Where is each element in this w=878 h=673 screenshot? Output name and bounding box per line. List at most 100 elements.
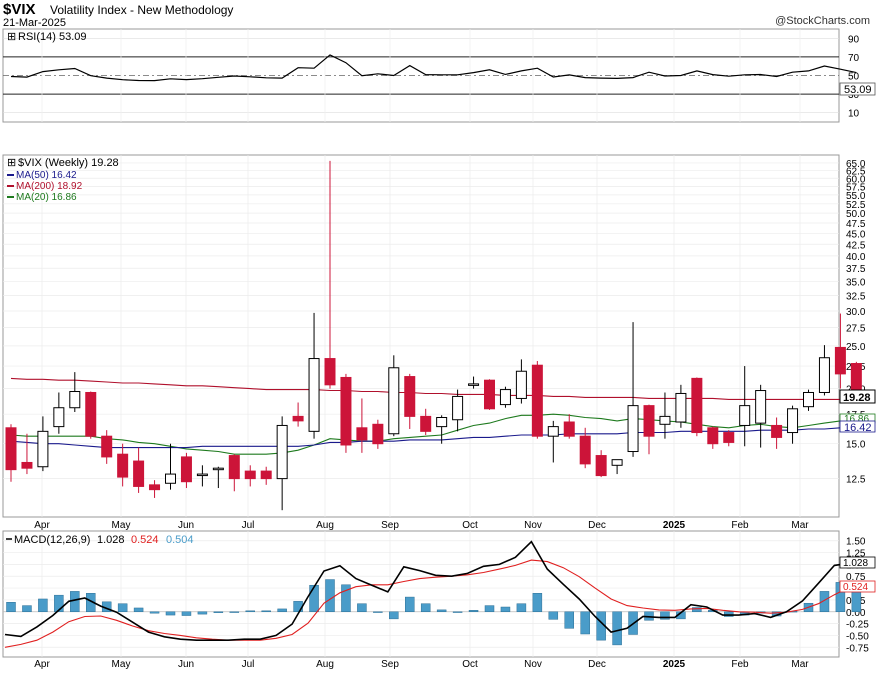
month-label: May — [112, 520, 131, 531]
ma20-legend: MA(20) 16.86 — [16, 192, 77, 203]
candle — [452, 389, 464, 432]
macd-hist-bar — [6, 602, 16, 613]
month-label: Apr — [34, 520, 50, 531]
stockcharts-credit: @StockCharts.com — [775, 15, 870, 27]
candle — [787, 405, 799, 444]
candle — [499, 386, 511, 408]
month-label: Dec — [588, 520, 606, 531]
rsi-current-value: 53.09 — [844, 84, 872, 96]
candle — [579, 427, 591, 469]
candle — [723, 430, 735, 447]
price-tick-label: 65.0 — [846, 159, 866, 170]
candle-body-up — [675, 392, 687, 423]
rsi-label: ⊞ RSI(14) 53.09 — [7, 31, 86, 43]
macd-hist-bar — [468, 610, 479, 613]
index-name: Volatility Index - New Methodology — [50, 3, 234, 17]
month-label: Feb — [731, 659, 749, 670]
month-label: Apr — [34, 659, 50, 670]
month-label: Jun — [178, 659, 194, 670]
macd-hist-bar — [181, 611, 192, 616]
candle — [5, 424, 17, 482]
macd-hist-bar — [293, 601, 303, 613]
candle-body-down — [85, 391, 97, 437]
candle — [563, 414, 575, 439]
candle-body-up — [452, 395, 464, 421]
macd-hist-bar — [724, 611, 734, 617]
rsi-tick-label: 50 — [848, 72, 860, 83]
macd-tick-label: -0.50 — [846, 631, 869, 642]
month-label: Oct — [462, 520, 478, 531]
rsi-mini-icon: ⊞ — [7, 31, 16, 43]
price-label-text: $VIX (Weekly) 19.28 — [18, 157, 119, 169]
rsi-label-text: RSI(14) 53.09 — [18, 31, 86, 43]
macd-hist-bar — [500, 606, 511, 613]
candle — [308, 312, 320, 439]
macd-hist-bar — [405, 596, 415, 613]
chart-date: 21-Mar-2025 — [3, 17, 66, 29]
macd-tick-label: -0.25 — [846, 620, 869, 631]
price-tick-label: 35.0 — [846, 277, 866, 288]
candle-body-down — [595, 455, 607, 477]
price-tick-label: 55.0 — [846, 191, 866, 202]
macd-hist-bar — [373, 611, 383, 613]
candle — [803, 389, 814, 411]
candle-body-up — [611, 459, 623, 466]
price-tick-label: 47.5 — [846, 219, 866, 230]
candle-body-up — [627, 405, 639, 453]
month-label: Jun — [178, 520, 194, 531]
price-tick-label: 25.0 — [846, 342, 866, 353]
macd-hist-bar — [70, 591, 80, 613]
candle-body-up — [755, 390, 767, 424]
candle — [101, 430, 113, 464]
price-tick-label: 50.0 — [846, 209, 866, 220]
candle-body-up — [388, 367, 400, 435]
price-tick-label: 42.5 — [846, 240, 866, 251]
macd-hist-bar — [54, 594, 64, 613]
month-label: Nov — [524, 520, 542, 531]
macd-hist-bar — [548, 611, 559, 620]
macd-hist-bar — [277, 608, 287, 613]
macd-hist-bar — [436, 609, 447, 613]
macd-legend: MACD(12,26,9) 1.028 0.524 0.504 — [6, 534, 194, 546]
macd-hist-bar — [213, 611, 224, 613]
candle-body-up — [436, 416, 448, 428]
candle — [292, 402, 304, 427]
macd-hist-bar — [357, 603, 367, 613]
candle — [484, 379, 495, 410]
month-label: 2025 — [663, 659, 686, 670]
macd-hist-bar — [117, 603, 128, 613]
macd-panel: 1.501.251.000.750.500.250.00-0.25-0.50-0… — [2, 530, 876, 658]
macd-hist-bar — [692, 607, 702, 613]
ma200-line — [10, 377, 857, 400]
month-label: Sep — [381, 659, 399, 670]
candle-body-up — [212, 467, 224, 471]
month-label: Dec — [588, 659, 606, 670]
candle — [165, 443, 176, 490]
macd-hist-bar — [660, 611, 670, 620]
candles — [5, 160, 862, 511]
macd-line — [4, 540, 851, 641]
candle-body-down — [723, 432, 735, 443]
macd-tick-label: 1.25 — [846, 549, 866, 560]
signal-value: 0.524 — [131, 534, 159, 546]
candle — [547, 420, 559, 463]
candle-body-up — [53, 407, 65, 428]
candle — [180, 452, 192, 489]
candle — [818, 345, 830, 396]
candle-body-down — [244, 470, 256, 480]
price-tick-label: 45.0 — [846, 229, 866, 240]
candle — [755, 384, 767, 448]
macd-label-prefix: MACD(12,26,9) — [14, 534, 90, 546]
macd-hist-bar — [309, 584, 319, 613]
rsi-tick-label: 90 — [848, 34, 860, 45]
ma50-legend: MA(50) 16.42 — [16, 170, 77, 181]
candle — [37, 416, 49, 472]
candle-body-up — [165, 473, 176, 484]
candle-body-down — [707, 427, 719, 445]
candle — [372, 419, 384, 449]
candle-body-down — [420, 415, 432, 432]
candle-body-down — [101, 435, 113, 458]
candle — [404, 373, 416, 429]
macd-hist-bar — [149, 611, 160, 614]
candle-body-up — [468, 383, 480, 386]
